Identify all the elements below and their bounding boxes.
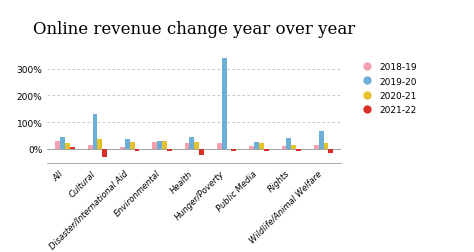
Bar xyxy=(254,143,259,149)
Bar xyxy=(222,59,227,149)
Bar xyxy=(88,145,92,149)
Bar xyxy=(92,115,98,149)
Bar xyxy=(65,144,70,149)
Bar xyxy=(259,144,264,149)
Bar xyxy=(194,143,199,149)
Bar xyxy=(190,137,194,149)
Bar xyxy=(314,145,319,149)
Bar xyxy=(199,149,204,156)
Bar xyxy=(217,144,222,149)
Bar xyxy=(319,132,324,149)
Bar xyxy=(162,141,167,149)
Bar xyxy=(282,146,286,149)
Bar xyxy=(231,149,237,152)
Bar xyxy=(152,143,157,149)
Bar xyxy=(70,148,75,149)
Bar xyxy=(55,141,60,149)
Legend: 2018-19, 2019-20, 2020-21, 2021-22: 2018-19, 2019-20, 2020-21, 2021-22 xyxy=(355,59,420,119)
Bar xyxy=(328,149,333,153)
Title: Online revenue change year over year: Online revenue change year over year xyxy=(33,21,356,38)
Bar xyxy=(98,140,102,149)
Bar xyxy=(157,141,162,149)
Bar xyxy=(120,148,125,149)
Bar xyxy=(324,144,328,149)
Bar xyxy=(185,144,190,149)
Bar xyxy=(296,149,301,152)
Bar xyxy=(286,139,291,149)
Bar xyxy=(60,137,65,149)
Bar xyxy=(130,143,135,149)
Bar xyxy=(167,149,172,152)
Bar xyxy=(135,149,139,152)
Bar xyxy=(291,145,296,149)
Bar xyxy=(264,149,269,152)
Bar xyxy=(249,146,254,149)
Bar xyxy=(125,140,130,149)
Bar xyxy=(102,149,107,157)
